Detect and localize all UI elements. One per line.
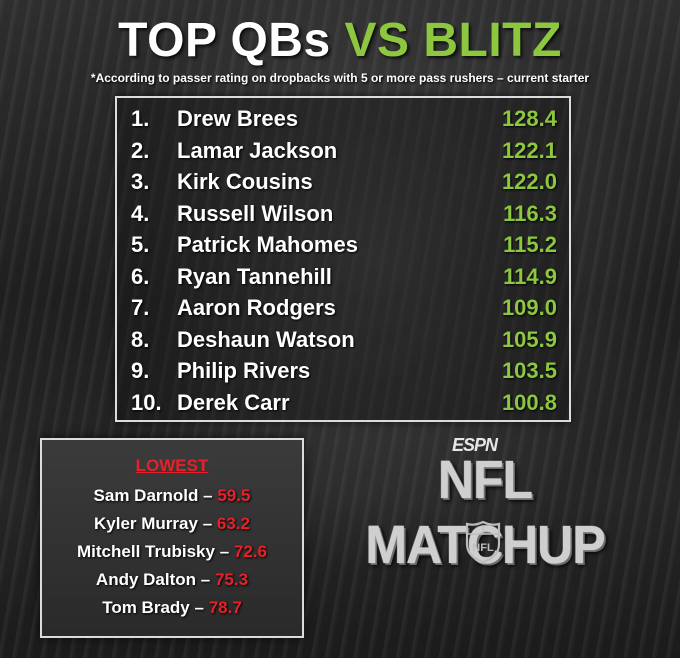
passer-rating: 115.2 bbox=[503, 232, 557, 257]
nfl-shield-icon: NFL bbox=[465, 520, 501, 564]
list-item: 6. Ryan Tannehill 114.9 bbox=[117, 261, 569, 292]
passer-rating: 63.2 bbox=[216, 514, 250, 533]
lowest-heading: LOWEST bbox=[135, 456, 209, 475]
rank: 1. bbox=[131, 106, 150, 131]
top-qb-list: 1. Drew Brees 128.4 2. Lamar Jackson 122… bbox=[115, 96, 571, 422]
lowest-qb-list: LOWEST Sam Darnold – 59.5 Kyler Murray –… bbox=[40, 438, 304, 638]
list-item: 5. Patrick Mahomes 115.2 bbox=[117, 229, 569, 260]
passer-rating: 122.1 bbox=[501, 137, 557, 163]
player-name: Russell Wilson bbox=[177, 200, 334, 226]
player-name: Mitchell Trubisky bbox=[77, 542, 215, 561]
passer-rating: 100.8 bbox=[501, 389, 557, 415]
player-name: Lamar Jackson bbox=[177, 137, 338, 163]
player-name: Andy Dalton bbox=[95, 570, 197, 589]
list-item: 1. Drew Brees 128.4 bbox=[117, 103, 569, 134]
list-item: 8. Deshaun Watson 105.9 bbox=[117, 324, 569, 355]
list-item: 10. Derek Carr 100.8 bbox=[117, 387, 569, 418]
espn-logo: ESPN bbox=[452, 435, 498, 455]
list-item: Kyler Murray – 63.2 bbox=[42, 514, 302, 534]
player-name: Deshaun Watson bbox=[177, 326, 355, 352]
title-white-part: TOP QBs bbox=[118, 14, 331, 67]
separator: – bbox=[202, 514, 213, 533]
separator: – bbox=[194, 598, 204, 617]
rank: 2. bbox=[131, 137, 150, 163]
rank: 4. bbox=[131, 200, 150, 226]
rank: 7. bbox=[131, 295, 150, 320]
rank: 3. bbox=[131, 169, 150, 194]
passer-rating: 59.5 bbox=[217, 486, 251, 505]
rank: 10. bbox=[131, 389, 162, 415]
player-name: Kyler Murray bbox=[94, 514, 198, 533]
player-name: Philip Rivers bbox=[177, 358, 311, 383]
passer-rating: 122.0 bbox=[501, 169, 557, 194]
nfl-shield-text: NFL bbox=[472, 542, 494, 554]
footnote: *According to passer rating on dropbacks… bbox=[90, 71, 590, 85]
player-name: Derek Carr bbox=[177, 389, 290, 415]
page-title: TOP QBs VS BLITZ bbox=[0, 12, 680, 70]
title-green-part: VS BLITZ bbox=[344, 14, 562, 67]
list-item: 4. Russell Wilson 116.3 bbox=[117, 198, 569, 229]
separator: – bbox=[200, 570, 211, 589]
player-name: Tom Brady bbox=[102, 598, 190, 617]
player-name: Drew Brees bbox=[177, 106, 299, 131]
separator: – bbox=[203, 486, 213, 505]
player-name: Sam Darnold bbox=[93, 486, 199, 505]
player-name: Ryan Tannehill bbox=[177, 263, 332, 289]
passer-rating: 75.3 bbox=[214, 570, 249, 589]
separator: – bbox=[219, 542, 230, 561]
passer-rating: 128.4 bbox=[501, 106, 557, 131]
player-name: Aaron Rodgers bbox=[177, 295, 336, 320]
player-name: Patrick Mahomes bbox=[177, 232, 358, 257]
list-item: 9. Philip Rivers 103.5 bbox=[117, 355, 569, 386]
rank: 6. bbox=[131, 263, 150, 289]
list-item: Tom Brady – 78.7 bbox=[42, 598, 302, 618]
list-item: 2. Lamar Jackson 122.1 bbox=[117, 135, 569, 166]
player-name: Kirk Cousins bbox=[177, 169, 313, 194]
passer-rating: 78.7 bbox=[208, 598, 242, 617]
passer-rating: 109.0 bbox=[501, 295, 557, 320]
passer-rating: 72.6 bbox=[233, 542, 267, 561]
rank: 8. bbox=[131, 326, 150, 352]
rank: 5. bbox=[131, 232, 150, 257]
passer-rating: 105.9 bbox=[501, 326, 557, 352]
passer-rating: 114.9 bbox=[503, 263, 557, 289]
passer-rating: 103.5 bbox=[501, 358, 557, 383]
passer-rating: 116.3 bbox=[503, 200, 557, 226]
list-item: Andy Dalton – 75.3 bbox=[42, 570, 302, 590]
list-item: Sam Darnold – 59.5 bbox=[42, 486, 302, 506]
list-item: 3. Kirk Cousins 122.0 bbox=[117, 166, 569, 197]
rank: 9. bbox=[131, 358, 150, 383]
list-item: 7. Aaron Rodgers 109.0 bbox=[117, 292, 569, 323]
list-item: Mitchell Trubisky – 72.6 bbox=[42, 542, 302, 562]
